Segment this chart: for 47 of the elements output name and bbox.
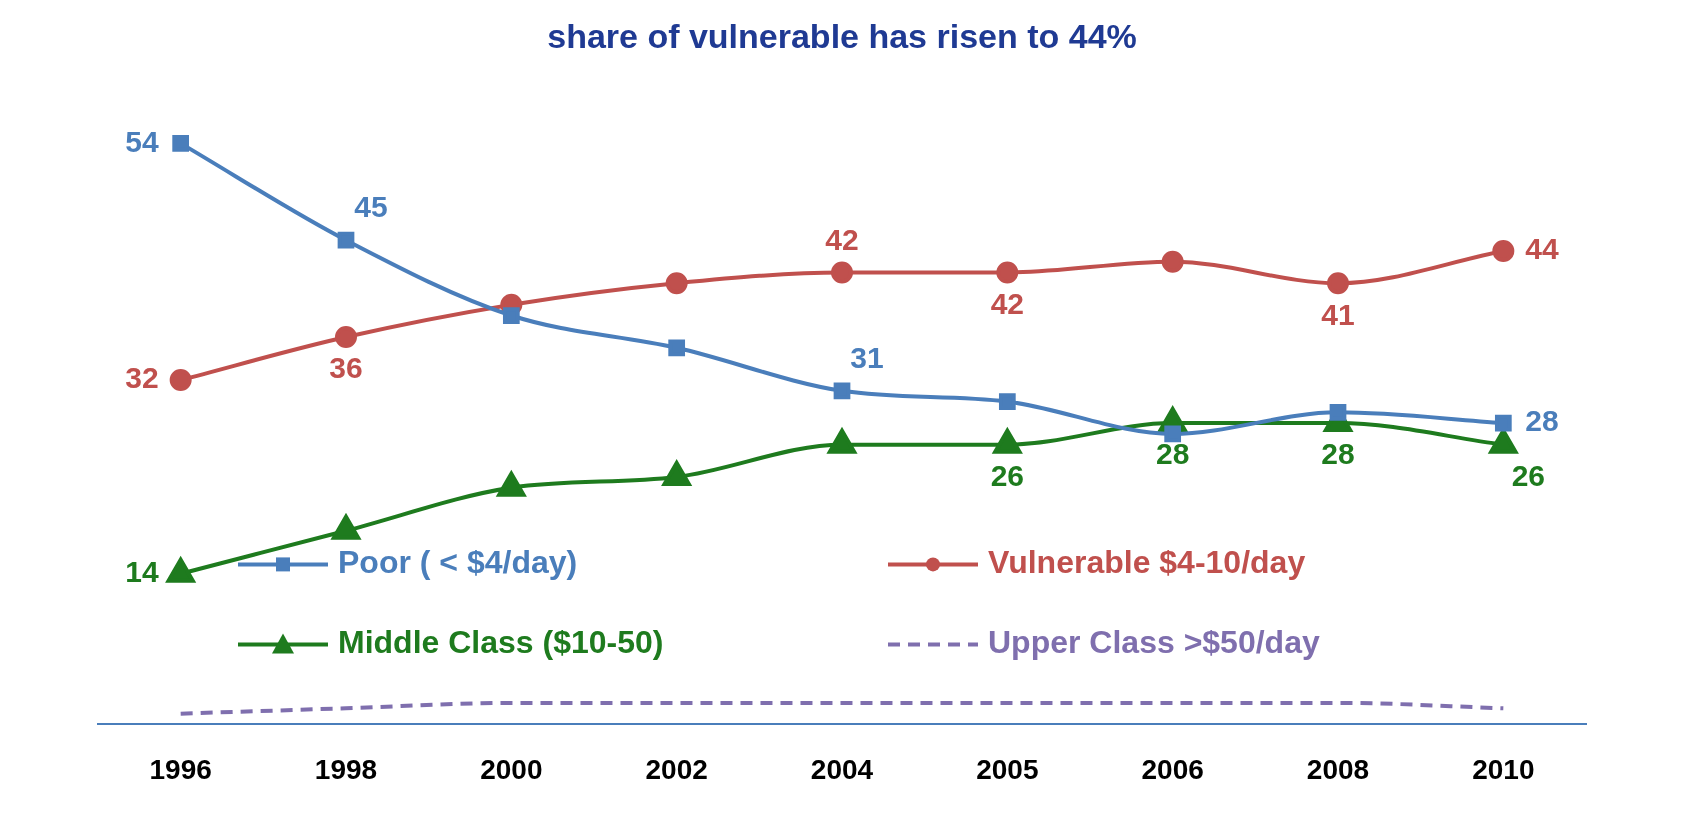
legend-label: Upper Class >$50/day <box>988 624 1320 661</box>
point <box>1489 428 1518 454</box>
x-tick-label: 1998 <box>314 753 378 785</box>
data-label: 41 <box>1321 297 1355 331</box>
point <box>665 272 688 295</box>
point <box>495 469 527 497</box>
data-label: 54 <box>125 124 159 158</box>
x-tick-label: 2008 <box>1306 753 1370 785</box>
data-label: 26 <box>1511 458 1546 492</box>
legend-label: Poor ( < $4/day) <box>338 544 578 581</box>
x-tick-label: 1996 <box>149 753 212 785</box>
data-label: 42 <box>825 222 859 256</box>
point <box>668 339 686 357</box>
x-tick-label: 2010 <box>1472 753 1535 785</box>
x-tick-label: 2000 <box>480 753 543 785</box>
point <box>831 261 853 284</box>
chart-title: share of vulnerable has risen to 44% <box>547 16 1137 55</box>
x-tick-label: 2004 <box>810 753 874 785</box>
point <box>991 426 1023 454</box>
legend-label: Vulnerable $4-10/day <box>988 544 1306 581</box>
data-label: 36 <box>329 351 363 385</box>
point <box>996 261 1019 284</box>
x-tick-label: 2005 <box>976 753 1039 785</box>
point <box>337 231 355 249</box>
data-label: 31 <box>850 341 884 375</box>
data-label: 44 <box>1525 232 1560 266</box>
data-label: 28 <box>1525 404 1559 438</box>
point <box>1492 239 1515 262</box>
data-label: 45 <box>354 190 388 224</box>
x-tick-label: 2006 <box>1141 753 1204 785</box>
data-label: 42 <box>990 286 1025 320</box>
point <box>335 326 357 349</box>
point <box>1161 250 1184 273</box>
data-label: 28 <box>1321 437 1355 471</box>
point <box>662 460 691 486</box>
point <box>172 135 190 152</box>
point <box>331 514 361 540</box>
point <box>165 555 197 583</box>
point <box>502 307 520 324</box>
data-label: 28 <box>1155 437 1190 471</box>
data-label: 32 <box>125 361 159 395</box>
point <box>1327 272 1349 295</box>
x-tick-label: 2002 <box>645 753 708 785</box>
point <box>827 428 857 454</box>
data-label: 14 <box>125 555 159 589</box>
data-label: 26 <box>990 458 1025 492</box>
legend-label: Middle Class ($10-50) <box>338 624 664 661</box>
